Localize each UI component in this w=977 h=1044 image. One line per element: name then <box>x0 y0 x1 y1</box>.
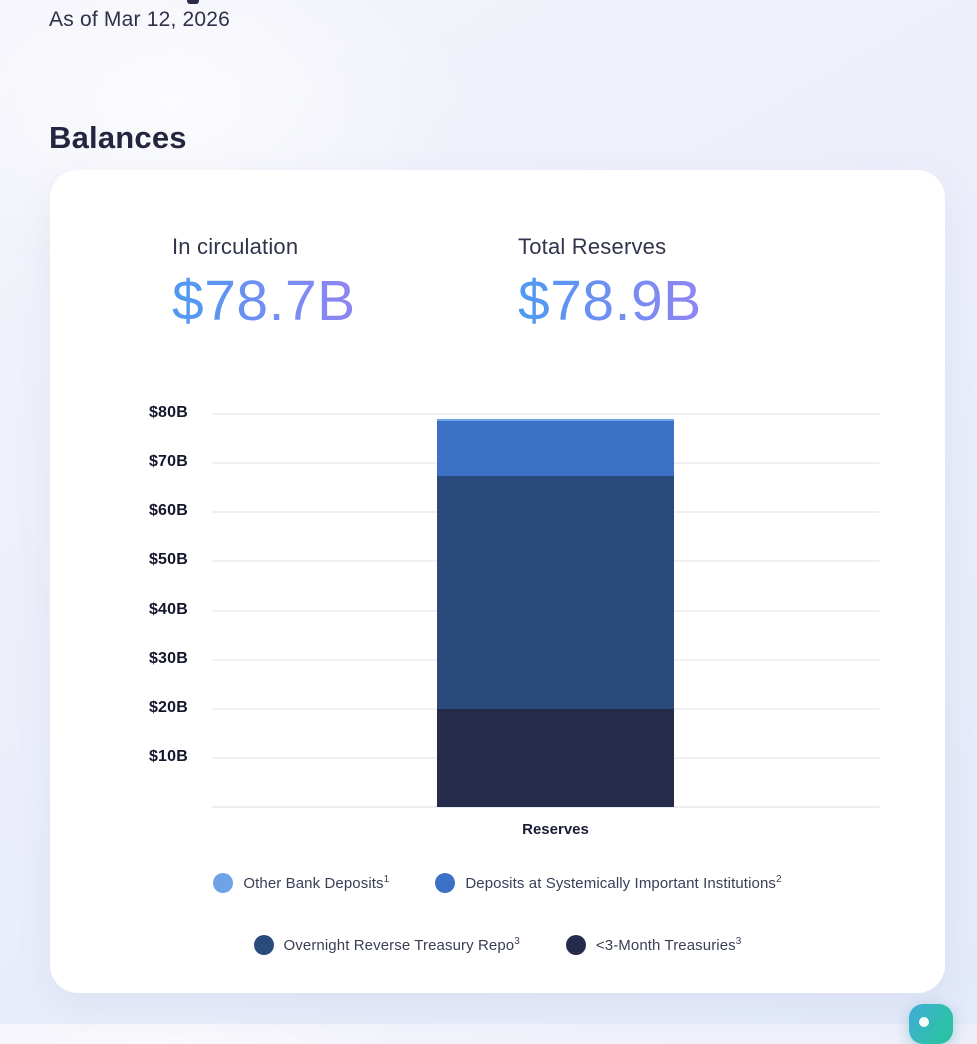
bar-segment-other-bank-deposits[interactable] <box>437 419 674 421</box>
chart-legend-row: Other Bank Deposits1 Deposits at Systemic… <box>50 873 945 893</box>
legend-item: <3-Month Treasuries3 <box>565 935 742 955</box>
stat-in-circulation: In circulation $78.7B <box>172 234 356 334</box>
legend-footnote-sup: 2 <box>775 873 782 885</box>
x-axis-baseline <box>212 806 880 808</box>
legend-label: Overnight Reverse Treasury Repo3 <box>283 935 520 954</box>
legend-footnote-sup: 3 <box>735 935 742 947</box>
chat-bubble-icon <box>919 1017 929 1027</box>
cut-off-element-top <box>187 0 199 4</box>
legend-color-dot <box>253 935 274 955</box>
chart-legend-row: Overnight Reverse Treasury Repo3 <3-Month… <box>50 935 945 955</box>
y-axis-tick-label: $20B <box>148 698 188 716</box>
stat-label: In circulation <box>172 234 299 259</box>
legend-color-dot <box>435 873 456 893</box>
balances-card: In circulation $78.7B Total Reserves $78… <box>50 170 945 993</box>
y-axis-tick-label: $40B <box>148 600 188 618</box>
stat-value: $78.7B <box>172 269 356 333</box>
legend-item: Overnight Reverse Treasury Repo3 <box>253 935 520 955</box>
legend-label: <3-Month Treasuries3 <box>595 935 742 954</box>
y-axis-tick-label: $30B <box>148 649 188 667</box>
bar-segment-overnight-reverse-treasury-repo[interactable] <box>437 476 674 709</box>
legend-footnote-sup: 1 <box>383 873 390 885</box>
chat-launcher-button[interactable] <box>909 1004 953 1044</box>
stacked-bar-reserves <box>437 419 674 807</box>
y-axis-tick-label: $50B <box>148 551 188 569</box>
page-title: Balances <box>49 119 187 155</box>
legend-item: Deposits at Systemically Important Insti… <box>435 873 782 893</box>
legend-label: Deposits at Systemically Important Insti… <box>465 873 782 892</box>
stat-label: Total Reserves <box>518 234 667 259</box>
legend-color-dot <box>213 873 234 893</box>
legend-item: Other Bank Deposits1 <box>213 873 389 893</box>
y-axis-tick-label: $70B <box>148 453 188 471</box>
y-axis-tick-label: $10B <box>148 747 188 765</box>
gridline <box>212 413 880 415</box>
legend-footnote-sup: 3 <box>514 935 520 947</box>
y-axis-tick-label: $80B <box>148 404 188 421</box>
legend-label: Other Bank Deposits1 <box>243 873 390 892</box>
y-axis-tick-label: $60B <box>148 502 188 520</box>
as-of-date: As of Mar 12, 2026 <box>49 8 231 31</box>
plot-area: Reserves $80B $70B $60B $50B $40B $30B $20B $10… <box>149 404 880 838</box>
legend-color-dot <box>565 935 586 955</box>
bar-segment--3-month-treasuries[interactable] <box>437 708 674 807</box>
x-axis-label: Reserves <box>522 821 589 838</box>
stat-value: $78.9B <box>518 269 702 333</box>
bar-segment-deposits-at-systemically-important-institutions[interactable] <box>437 420 674 477</box>
stat-total-reserves: Total Reserves $78.9B <box>518 234 702 334</box>
